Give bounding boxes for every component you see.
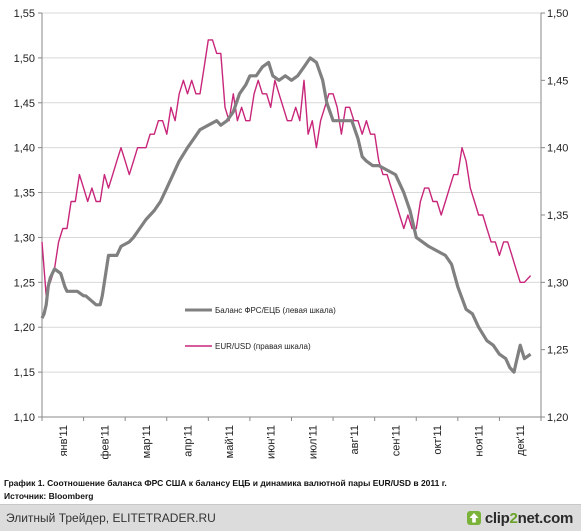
x-tick-label: сен'11: [390, 425, 402, 456]
right-tick-label: 1,35: [547, 210, 568, 222]
right-tick-label: 1,20: [547, 412, 568, 424]
left-tick-label: 1,15: [14, 367, 35, 379]
x-tick-label: июн'11: [266, 425, 278, 459]
left-tick-label: 1,25: [14, 277, 35, 289]
footer-site-text: Элитный Трейдер, ELITETRADER.RU: [6, 511, 216, 525]
x-tick-label: мар'11: [141, 425, 153, 458]
x-tick-label: окт'11: [432, 425, 444, 455]
legend-label-balance: Баланс ФРС/ЕЦБ (левая шкала): [215, 306, 336, 315]
series-line-eurusd: [41, 39, 532, 297]
left-tick-label: 1,30: [14, 232, 35, 244]
logo-text-a: clip: [484, 509, 510, 527]
left-tick-label: 1,50: [14, 53, 35, 65]
upload-arrow-icon: [466, 511, 481, 525]
x-axis: янв'11 фев'11 мар'11 апр'11 май'11 июн'11 июл'…: [41, 417, 542, 460]
left-tick-label: 1,35: [14, 188, 35, 200]
right-tick-label: 1,50: [547, 8, 568, 20]
right-tick-label: 1,30: [547, 277, 568, 289]
gridlines: [42, 12, 541, 418]
right-tick-label: 1,25: [547, 345, 568, 357]
logo-text-b: 2: [509, 509, 518, 527]
x-tick-label: май'11: [224, 425, 236, 458]
series-line-balance: [40, 56, 532, 374]
left-tick-label: 1,40: [14, 143, 35, 155]
x-tick-label: ноя'11: [474, 425, 486, 457]
left-tick-label: 1,10: [14, 412, 35, 424]
x-tick-label: июл'11: [307, 425, 319, 459]
series-layer: [40, 39, 532, 374]
legend-label-eurusd: EUR/USD (правая шкала): [215, 342, 311, 351]
clip2net-logo[interactable]: clip2net.com: [466, 508, 573, 528]
right-axis: 1,20 1,25 1,30 1,35 1,40 1,45 1,50: [541, 8, 568, 424]
x-tick-label: авг'11: [349, 425, 361, 455]
left-tick-label: 1,45: [14, 98, 35, 110]
x-tick-label: янв'11: [58, 425, 70, 456]
right-tick-label: 1,40: [547, 143, 568, 155]
x-tick-label: дек'11: [515, 425, 527, 456]
left-tick-label: 1,55: [14, 8, 35, 20]
logo-text-c: net.com: [517, 509, 574, 527]
x-tick-label: фев'11: [99, 425, 111, 460]
left-tick-label: 1,20: [14, 322, 35, 334]
logo-text: clip2net.com: [485, 510, 573, 527]
left-axis: 1,10 1,15 1,20 1,25 1,30 1,35 1,40 1,45 1,50 1,55: [14, 8, 42, 424]
x-tick-label: апр'11: [183, 425, 195, 457]
chart-source: Источник: Bloomberg: [4, 491, 94, 501]
chart-caption: График 1. Соотношение баланса ФРС США к …: [4, 478, 447, 488]
footer-bar: Элитный Трейдер, ELITETRADER.RU clip2net…: [0, 504, 581, 531]
right-tick-label: 1,45: [547, 75, 568, 87]
legend: Баланс ФРС/ЕЦБ (левая шкала) EUR/USD (пр…: [185, 306, 336, 351]
chart: 1,10 1,15 1,20 1,25 1,30 1,35 1,40 1,45 1,50 1,55…: [14, 8, 569, 460]
